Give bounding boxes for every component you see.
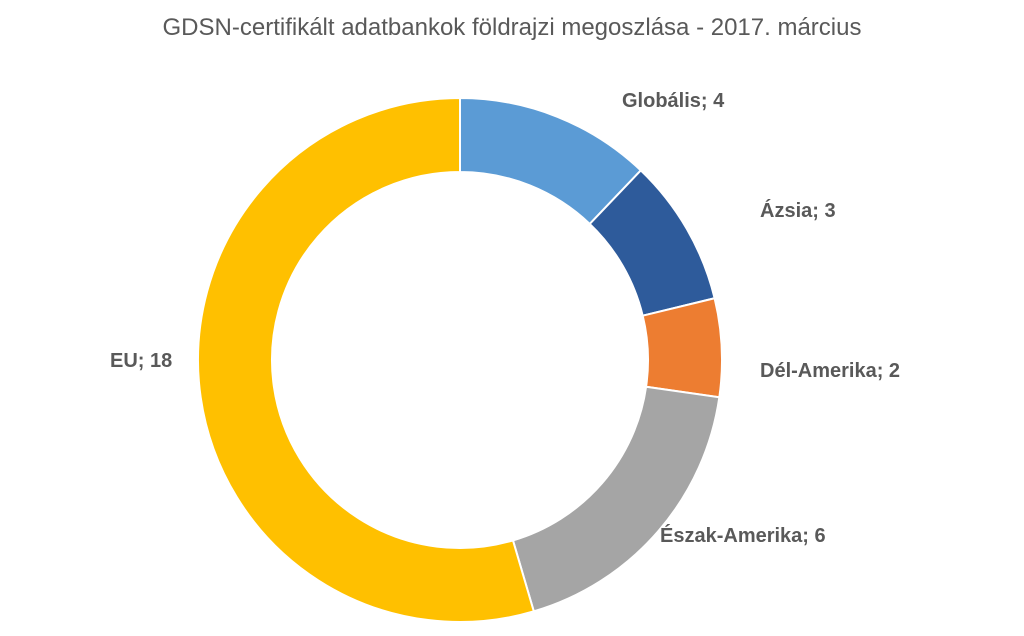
slice--szak-amerika [513,387,719,612]
donut-chart: Globális; 4 Ázsia; 3 Dél-Amerika; 2 Észak-A… [0,0,1024,636]
slice-label: Globális; 4 [622,90,724,113]
slice-label: Ázsia; 3 [760,200,836,223]
donut-svg [0,0,1024,636]
slice-d-l-amerika [643,298,722,397]
chart-container: GDSN-certifikált adatbankok földrajzi me… [0,0,1024,636]
slice-eu [198,98,534,622]
slice-label: Észak-Amerika; 6 [660,525,826,548]
slice-label: EU; 18 [110,350,172,373]
slice-label: Dél-Amerika; 2 [760,360,900,383]
